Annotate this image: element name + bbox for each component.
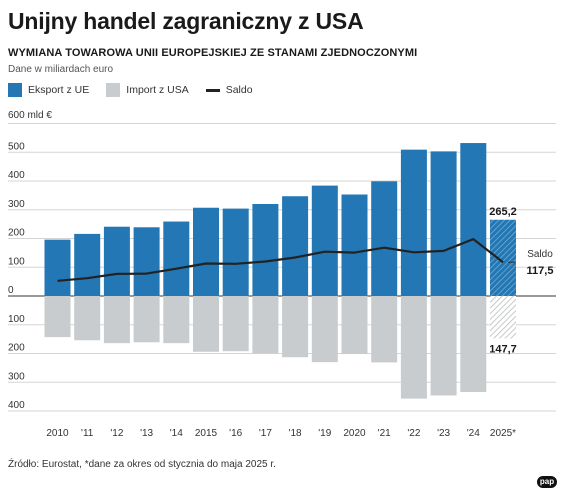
pap-logo: pap [537, 476, 557, 488]
import-bar [133, 296, 160, 343]
y-tick-label: 400 [8, 400, 25, 411]
x-tick-label: 2020 [343, 428, 366, 439]
export-bar [460, 143, 487, 296]
export-bar [400, 149, 427, 296]
legend-item-balance: Saldo [205, 84, 253, 96]
export-bar [103, 226, 130, 296]
legend-swatch-balance [205, 88, 220, 92]
x-tick-label: 2015 [195, 428, 218, 439]
chart-subtitle: WYMIANA TOWAROWA UNII EUROPEJSKIEJ ZE ST… [8, 47, 418, 59]
export-bar [371, 181, 398, 296]
import-2025-value-label: 147,7 [489, 343, 517, 355]
x-tick-label: 2010 [46, 428, 69, 439]
y-tick-label: 200 [8, 343, 25, 354]
y-tick-label: 100 [8, 256, 25, 267]
export-2025-value-label: 265,2 [489, 206, 517, 218]
import-bar [44, 296, 71, 338]
source-note: Źródło: Eurostat, *dane za okres od styc… [8, 459, 276, 470]
export-bar [193, 207, 219, 296]
export-bar [44, 239, 71, 296]
legend-label-import: Import z USA [126, 84, 189, 96]
import-bar [193, 296, 219, 352]
x-tick-label: '14 [170, 428, 183, 439]
bars [44, 143, 516, 399]
labels: 500 400 300 200 100 0 100 200 300 400 2010 '11 '12 '1… [8, 141, 553, 439]
y-tick-label: 300 [8, 371, 25, 382]
x-tick-label: '18 [289, 428, 302, 439]
export-bar [490, 219, 516, 296]
legend-item-export: Eksport z UE [8, 83, 89, 97]
balance-line [57, 238, 504, 282]
legend-item-import: Import z USA [106, 83, 189, 97]
y-tick-label: 0 [8, 285, 14, 296]
import-bar [400, 296, 427, 399]
import-bar [430, 296, 457, 396]
export-bar [163, 221, 190, 296]
import-bar [311, 296, 338, 363]
x-tick-label: '19 [318, 428, 331, 439]
legend-swatch-export [8, 83, 22, 97]
import-bar [252, 296, 279, 354]
export-bar [311, 185, 338, 296]
x-tick-label: '16 [229, 428, 242, 439]
x-tick-label: '21 [378, 428, 391, 439]
export-bar [430, 151, 457, 296]
legend-label-export: Eksport z UE [28, 84, 90, 96]
balance-2025-value-label: 117,5 [527, 265, 554, 277]
x-tick-label: '22 [407, 428, 420, 439]
import-bar [222, 296, 249, 352]
legend-swatch-import [106, 83, 121, 97]
y-tick-label: 500 [8, 141, 25, 152]
import-bar [371, 296, 398, 363]
export-bar [341, 194, 368, 296]
y-tick-label: 200 [8, 228, 25, 239]
legend-label-balance: Saldo [225, 84, 253, 96]
import-bar [163, 296, 190, 344]
y-axis-top-label: 600 mld € [8, 110, 52, 121]
export-bar [222, 208, 249, 296]
legend: Eksport z UE Import z USA Saldo [8, 83, 270, 97]
import-bar [282, 296, 309, 358]
x-tick-label: 2025* [490, 428, 516, 439]
export-bar [282, 196, 309, 296]
x-tick-label: '13 [140, 428, 153, 439]
x-tick-label: '11 [81, 428, 94, 439]
import-bar [103, 296, 130, 344]
import-bar [341, 296, 368, 355]
x-tick-label: '24 [467, 428, 480, 439]
export-bar [74, 233, 101, 296]
balance-series-label: Saldo [527, 249, 553, 260]
balance-line-path [57, 238, 504, 282]
chart-title: Unijny handel zagraniczny z USA [8, 8, 364, 34]
export-bar [133, 227, 160, 296]
y-tick-label: 400 [8, 170, 25, 181]
x-tick-label: '23 [437, 428, 450, 439]
unit-note: Dane w miliardach euro [8, 64, 114, 75]
x-tick-label: '12 [110, 428, 123, 439]
y-tick-label: 300 [8, 199, 25, 210]
import-bar [74, 296, 101, 341]
export-bar [252, 204, 279, 296]
x-tick-label: '17 [259, 428, 272, 439]
y-tick-label: 100 [8, 314, 25, 325]
import-bar [460, 296, 487, 393]
import-bar [490, 296, 516, 339]
